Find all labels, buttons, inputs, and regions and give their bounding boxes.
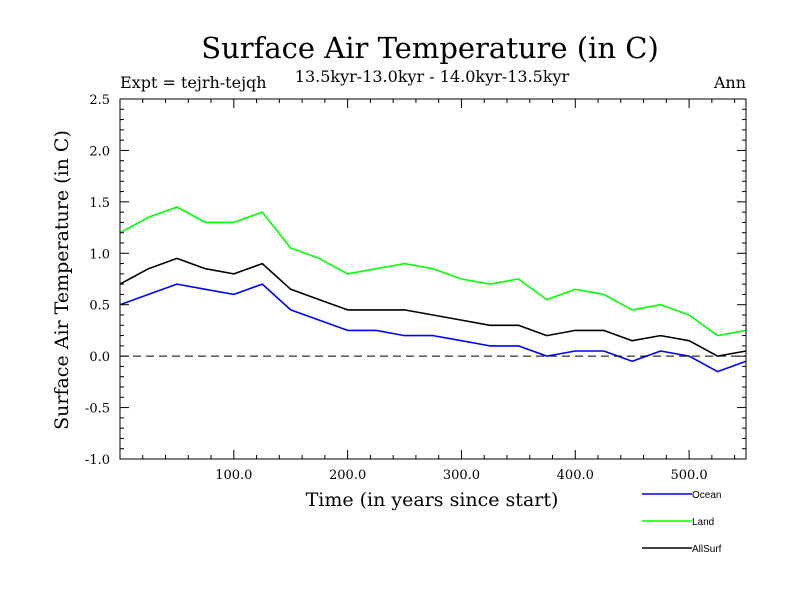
x-tick-label: 400.0 xyxy=(557,468,594,483)
legend-label-allsurf: AllSurf xyxy=(692,544,722,555)
x-axis-label: Time (in years since start) xyxy=(306,489,559,511)
chart-title: Surface Air Temperature (in C) xyxy=(201,31,659,65)
series-line-allsurf xyxy=(119,257,747,357)
legend-label-land: Land xyxy=(692,517,714,528)
x-axis: 100.0 200.0 300.0 400.0 500.0 xyxy=(142,99,736,483)
plot-frame xyxy=(119,98,747,460)
experiment-label: Expt = tejrh-tejqh xyxy=(120,73,267,92)
period-label: Ann xyxy=(713,73,746,92)
series-line-ocean xyxy=(119,283,747,373)
y-tick-label: 2.5 xyxy=(89,93,110,108)
y-tick-label: 1.0 xyxy=(89,247,110,262)
legend: Ocean Land AllSurf xyxy=(642,490,722,555)
x-tick-label: 200.0 xyxy=(329,468,366,483)
y-tick-label: 1.5 xyxy=(89,196,110,211)
y-tick-label: 0.5 xyxy=(89,299,110,314)
y-tick-label: 0.0 xyxy=(89,350,110,365)
y-axis-label: Surface Air Temperature (in C) xyxy=(51,130,73,430)
y-axis: -1.0 -0.5 0.0 0.5 1.0 1.5 2.0 2.5 xyxy=(85,93,746,468)
series-layer xyxy=(119,206,747,373)
x-tick-label: 500.0 xyxy=(670,468,707,483)
x-tick-label: 300.0 xyxy=(443,468,480,483)
series-line-land xyxy=(119,206,747,337)
y-tick-label: -0.5 xyxy=(85,402,110,417)
x-tick-label: 100.0 xyxy=(215,468,252,483)
y-tick-label: 2.0 xyxy=(89,144,110,159)
legend-label-ocean: Ocean xyxy=(692,490,721,501)
chart-subtitle: 13.5kyr-13.0kyr - 14.0kyr-13.5kyr xyxy=(295,67,570,86)
y-tick-label: -1.0 xyxy=(85,453,110,468)
